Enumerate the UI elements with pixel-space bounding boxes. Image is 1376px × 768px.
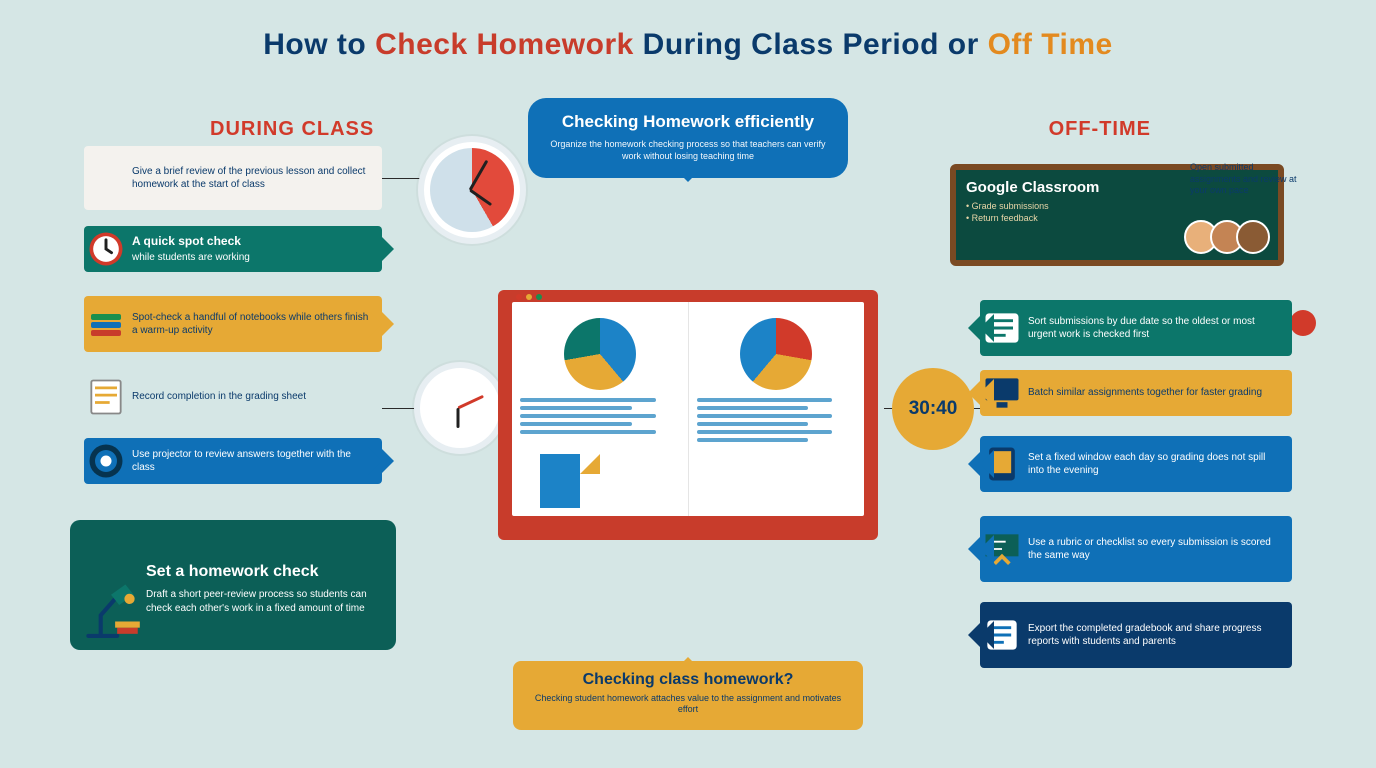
column-header-during-class: DURING CLASS — [210, 118, 374, 141]
tip-card: Set a fixed window each day so grading d… — [980, 436, 1292, 492]
tip-text: Use projector to review answers together… — [132, 449, 351, 474]
title-part-1: How to — [263, 28, 375, 61]
timer-value: 30:40 — [909, 398, 958, 420]
column-header-off-time: OFF-TIME — [1049, 118, 1151, 141]
target-icon — [84, 439, 128, 483]
text-lines-icon — [697, 398, 857, 442]
clock-icon — [84, 227, 128, 271]
tip-card: Use a rubric or checklist so every submi… — [980, 516, 1292, 582]
tip-card: Give a brief review of the previous less… — [84, 146, 382, 210]
monitor-icon — [980, 371, 1024, 415]
tip-card: Spot-check a handful of notebooks while … — [84, 296, 382, 352]
text-lines-icon — [520, 398, 680, 434]
title-part-3: During Class Period — [643, 28, 948, 61]
tip-text: while students are working — [132, 252, 250, 263]
lamp-icon — [80, 568, 142, 640]
pie-chart-icon — [564, 318, 636, 390]
tip-title: A quick spot check — [132, 233, 250, 249]
title-part-2: Check Homework — [375, 28, 643, 61]
speech-title: Checking Homework efficiently — [546, 112, 830, 132]
tip-card: Record completion in the grading sheet — [84, 374, 382, 420]
tip-text: Export the completed gradebook and share… — [1028, 623, 1261, 648]
window-dots — [516, 294, 542, 300]
tip-title: Set a homework check — [146, 561, 384, 583]
tip-card: Use projector to review answers together… — [84, 438, 382, 484]
bottom-subtitle: Checking student homework attaches value… — [529, 693, 847, 716]
tip-card: Sort submissions by due date so the olde… — [980, 300, 1292, 356]
board-icon — [980, 527, 1024, 571]
export-icon — [980, 613, 1024, 657]
page-title: How to Check Homework During Class Perio… — [0, 28, 1376, 62]
tip-text: Give a brief review of the previous less… — [132, 166, 365, 191]
clock-icon — [418, 136, 526, 244]
title-part-4: or — [948, 28, 988, 61]
gc-sub-1: • Grade submissions — [956, 200, 1278, 212]
list-icon — [980, 306, 1024, 350]
speech-subtitle: Organize the homework checking process s… — [546, 138, 830, 162]
tip-text: Draft a short peer-review process so stu… — [146, 588, 384, 615]
tip-card-large: Set a homework check Draft a short peer-… — [70, 520, 396, 650]
books-icon — [84, 302, 128, 346]
bar-shape-icon — [540, 454, 580, 508]
tip-text: Spot-check a handful of notebooks while … — [132, 312, 368, 337]
bottom-callout: Checking class homework? Checking studen… — [513, 661, 863, 730]
people-icon — [1192, 220, 1270, 254]
clock-icon — [414, 362, 506, 454]
tablet-icon — [980, 442, 1024, 486]
blank-icon — [84, 156, 128, 200]
tip-text: Record completion in the grading sheet — [132, 391, 306, 402]
sheet-icon — [84, 375, 128, 419]
gc-side-note: Open submitted assignments and review at… — [1190, 162, 1298, 197]
tip-card: Export the completed gradebook and share… — [980, 602, 1292, 668]
pie-chart-icon — [740, 318, 812, 390]
tip-card: A quick spot check while students are wor… — [84, 226, 382, 272]
tip-text: Batch similar assignments together for f… — [1028, 387, 1262, 398]
bottom-title: Checking class homework? — [529, 671, 847, 689]
title-part-5: Off Time — [988, 28, 1113, 61]
google-classroom-panel: Google Classroom • Grade submissions • R… — [942, 156, 1292, 274]
tip-text: Sort submissions by due date so the olde… — [1028, 316, 1255, 341]
monitor-illustration — [498, 290, 878, 540]
accent-dot-icon — [1290, 310, 1316, 336]
tip-card: Batch similar assignments together for f… — [980, 370, 1292, 416]
tip-text: Use a rubric or checklist so every submi… — [1028, 537, 1271, 562]
tip-text: Set a fixed window each day so grading d… — [1028, 452, 1265, 477]
speech-bubble: Checking Homework efficiently Organize t… — [528, 98, 848, 178]
